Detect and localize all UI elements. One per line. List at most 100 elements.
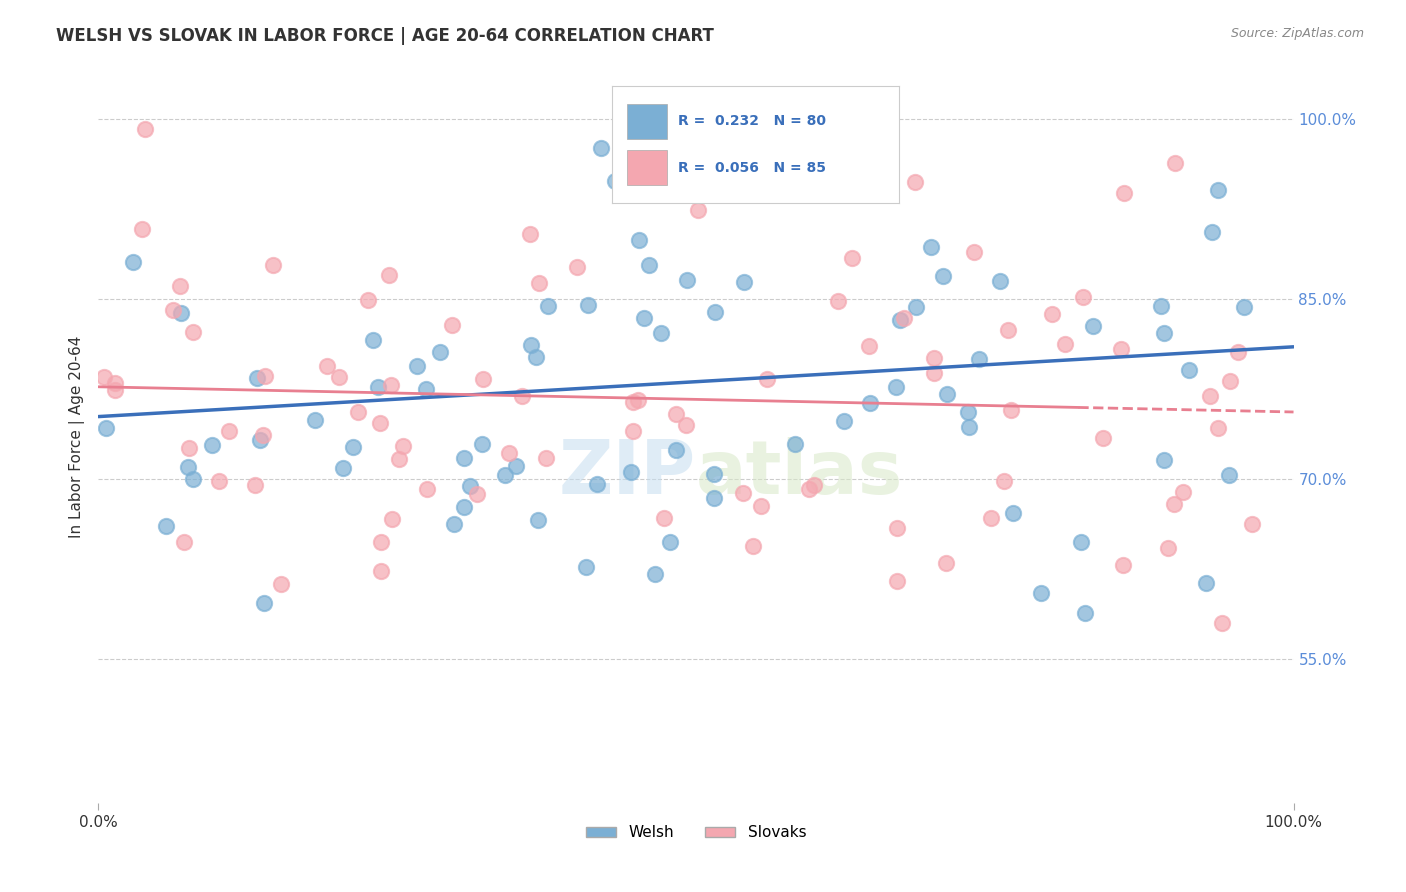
Point [1173,485,1195,500]
Point [332,461,354,475]
Point [519,338,541,352]
Point [893,311,915,326]
Point [889,313,911,327]
Point [1000,403,1022,417]
Point [104,383,127,397]
Point [1206,183,1229,197]
Point [1211,615,1233,630]
Point [751,500,773,514]
Point [665,443,688,458]
Point [565,260,588,274]
Point [676,273,699,287]
Point [170,306,193,320]
Point [249,433,271,447]
Point [443,516,465,531]
Point [1199,389,1222,403]
Point [859,396,882,410]
Point [342,440,364,454]
Point [1157,541,1180,555]
Point [957,419,980,434]
Point [1002,506,1025,520]
Point [956,405,979,419]
Point [1111,558,1133,573]
Point [415,383,437,397]
Point [761,167,783,181]
Point [465,486,488,500]
Text: atlas: atlas [696,437,903,510]
Point [997,322,1019,336]
Point [246,370,269,384]
Point [886,574,908,588]
Text: Source: ZipAtlas.com: Source: ZipAtlas.com [1230,27,1364,40]
Point [270,576,292,591]
Point [644,566,666,581]
Point [988,274,1011,288]
Point [494,467,516,482]
Point [703,467,725,482]
Point [315,359,337,373]
Point [675,417,697,432]
Point [621,395,644,409]
Point [832,414,855,428]
Point [367,380,389,394]
Point [1153,453,1175,467]
Point [627,392,650,407]
Point [429,344,451,359]
Point [179,441,201,455]
Point [935,556,957,570]
Point [621,424,644,438]
Point [621,142,644,156]
Legend: Welsh, Slovaks: Welsh, Slovaks [579,819,813,847]
Point [1029,586,1052,600]
Point [1040,308,1063,322]
Point [471,436,494,450]
Point [1149,299,1171,313]
Point [678,165,700,179]
Point [993,474,1015,488]
Point [904,301,927,315]
Point [787,147,810,161]
Point [585,476,607,491]
Point [652,511,675,525]
Point [201,438,224,452]
Point [827,293,849,308]
Point [575,559,598,574]
Point [94,421,117,435]
Point [162,303,184,318]
Point [103,376,125,391]
Point [591,141,613,155]
Point [370,534,392,549]
Point [416,482,439,496]
Point [262,258,284,272]
Point [638,259,661,273]
Y-axis label: In Labor Force | Age 20-64: In Labor Force | Age 20-64 [69,336,84,538]
Point [733,275,755,289]
Point [665,407,688,421]
Point [368,416,391,430]
Point [1241,516,1264,531]
Point [1112,186,1135,201]
Point [1218,467,1240,482]
Point [208,474,231,488]
Point [1163,497,1185,511]
Point [924,351,946,366]
Point [686,202,709,217]
Point [537,300,560,314]
Point [243,478,266,492]
Point [347,404,370,418]
Point [704,304,727,318]
Point [524,351,547,365]
Point [380,378,402,392]
Point [980,511,1002,525]
Point [169,279,191,293]
Point [177,460,200,475]
Text: ZIP: ZIP [558,437,696,510]
Point [936,387,959,401]
Point [173,534,195,549]
Point [783,437,806,451]
Point [458,479,481,493]
Point [181,325,204,339]
Point [181,472,204,486]
Point [392,439,415,453]
Point [378,268,401,282]
